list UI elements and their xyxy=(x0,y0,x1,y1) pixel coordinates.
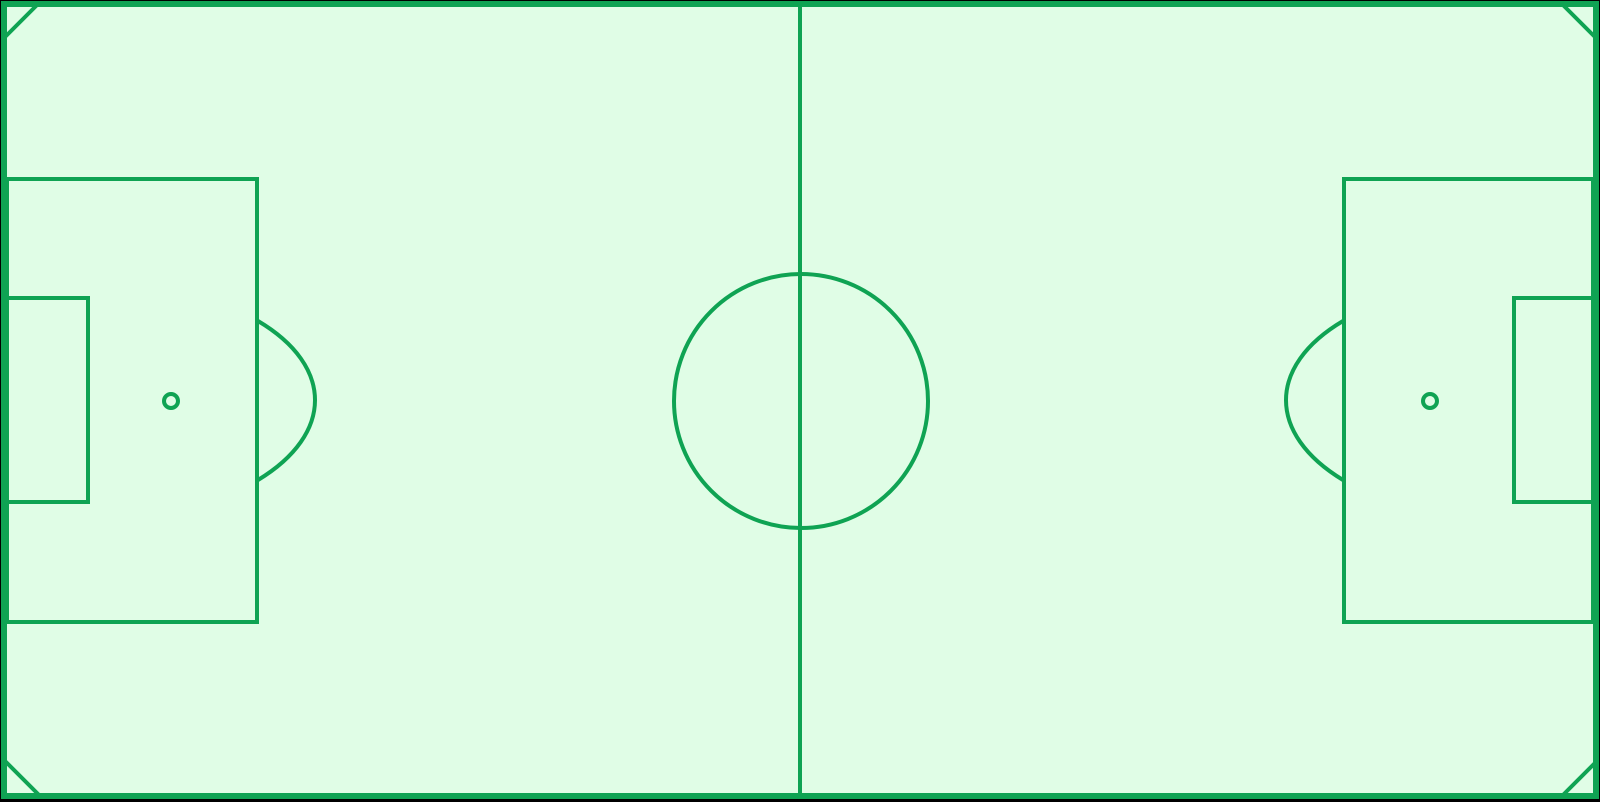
center-circle xyxy=(672,272,930,530)
corner-arc-bottom-right xyxy=(1560,760,1598,798)
corner-arc-top-right xyxy=(1560,2,1598,40)
left-penalty-spot xyxy=(162,392,180,410)
corner-arc-top-left xyxy=(2,2,40,40)
right-penalty-arc xyxy=(1284,319,1345,482)
right-penalty-spot xyxy=(1421,392,1439,410)
corner-arc-bottom-left xyxy=(2,758,42,798)
right-goal-area xyxy=(1512,296,1595,504)
left-goal-area xyxy=(5,296,90,504)
left-penalty-arc xyxy=(256,319,317,482)
